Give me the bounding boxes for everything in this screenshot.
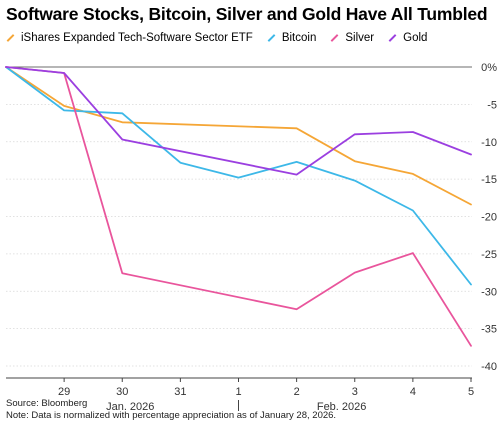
legend-item-bitcoin: Bitcoin	[267, 32, 317, 44]
series-line-gold	[5, 66, 472, 176]
y-tick-label: 0%	[481, 62, 497, 74]
x-tick-label: 30	[116, 386, 128, 398]
series-line-ishares-expanded-tech-software-sector-etf	[5, 66, 472, 206]
legend-label-software-etf: iShares Expanded Tech-Software Sector ET…	[21, 32, 253, 44]
x-tick-label: 4	[410, 386, 416, 398]
y-tick-label: -40	[481, 361, 497, 373]
x-tick-label: 3	[352, 386, 358, 398]
legend-item-silver: Silver	[330, 32, 374, 44]
legend-label-bitcoin: Bitcoin	[281, 32, 317, 44]
x-group-label-feb: Feb. 2026	[317, 401, 367, 413]
source-text: Source: Bloomberg	[6, 398, 88, 409]
y-tick-label: -25	[481, 249, 497, 261]
series-line-bitcoin	[5, 66, 472, 286]
chart-footer: Source: Bloomberg Note: Data is normaliz…	[6, 398, 336, 421]
x-tick-label: 5	[468, 386, 474, 398]
x-tick-label: 2	[294, 386, 300, 398]
y-tick-label: -10	[481, 137, 497, 149]
x-tick-label: 31	[174, 386, 186, 398]
y-tick-label: -15	[481, 174, 497, 186]
x-tick-label: 29	[58, 386, 70, 398]
legend-label-silver: Silver	[345, 32, 375, 44]
chart-title: Software Stocks, Bitcoin, Silver and Gol…	[6, 4, 488, 24]
y-tick-label: -30	[481, 286, 497, 298]
legend-item-software-etf: iShares Expanded Tech-Software Sector ET…	[6, 32, 253, 44]
legend: iShares Expanded Tech-Software Sector ET…	[6, 31, 441, 45]
y-tick-label: -5	[487, 99, 497, 111]
x-tick-label: 1	[235, 386, 241, 398]
y-tick-label: -20	[481, 212, 497, 224]
legend-label-gold: Gold	[403, 32, 428, 44]
legend-item-gold: Gold	[388, 32, 427, 44]
x-group-label-jan: Jan. 2026	[106, 401, 154, 413]
y-tick-label: -35	[481, 324, 497, 336]
note-text: Note: Data is normalized with percentage…	[6, 409, 337, 421]
